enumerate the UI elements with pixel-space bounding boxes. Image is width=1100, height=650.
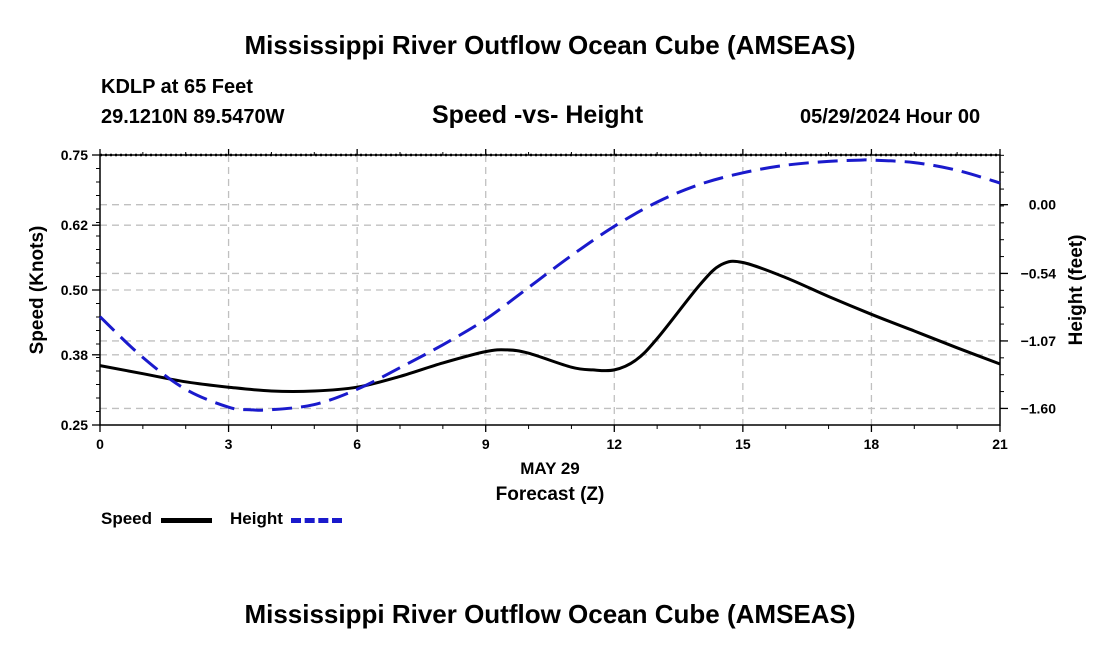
- y-right-tick-label: −1.07: [1021, 333, 1057, 349]
- x-tick-label: 15: [735, 436, 751, 452]
- grid-lines: [100, 153, 1000, 425]
- forecast-datetime: 05/29/2024 Hour 00: [800, 106, 981, 128]
- legend-height-swatch: [291, 518, 342, 523]
- y-axis-left-title: Speed (Knots): [27, 226, 48, 355]
- y-axis-right-title: Height (feet): [1066, 235, 1087, 346]
- x-tick-label: 0: [96, 436, 104, 452]
- y-left-tick-label: 0.75: [61, 147, 88, 163]
- y-left-tick-label: 0.25: [61, 417, 88, 433]
- x-tick-label: 12: [606, 436, 622, 452]
- axis-ticks: [92, 149, 1008, 432]
- y-right-tick-label: −1.60: [1021, 400, 1057, 416]
- legend-height-label: Height: [230, 509, 283, 528]
- y-left-tick-label: 0.38: [61, 347, 88, 363]
- y-left-tick-label: 0.50: [61, 282, 88, 298]
- x-tick-label: 21: [992, 436, 1008, 452]
- speed-series-line: [99, 259, 1001, 393]
- y-right-tick-label: −0.54: [1021, 265, 1057, 281]
- x-tick-label: 9: [482, 436, 490, 452]
- height-series-line: [98, 158, 1001, 412]
- x-tick-label: 6: [353, 436, 361, 452]
- y-right-tick-label: 0.00: [1029, 197, 1056, 213]
- legend-speed-swatch: [161, 518, 212, 523]
- y-left-tick-label: 0.62: [61, 217, 88, 233]
- tick-labels: 0 3 6 9 12 15 18 21 0.25 0.38 0.50 0.62 0.75 −1.60 −1.…: [61, 147, 1056, 452]
- x-axis-title: Forecast (Z): [496, 484, 605, 505]
- coordinates-label: 29.1210N 89.5470W: [101, 106, 285, 128]
- series-lines: [98, 158, 1001, 412]
- x-axis-date-label: MAY 29: [520, 459, 580, 478]
- x-tick-label: 18: [864, 436, 880, 452]
- chart-title-top: Mississippi River Outflow Ocean Cube (AM…: [244, 30, 856, 60]
- chart-subtitle: Speed -vs- Height: [432, 101, 644, 129]
- station-label: KDLP at 65 Feet: [101, 76, 253, 98]
- legend-speed-label: Speed: [101, 509, 153, 528]
- chart-title-bottom: Mississippi River Outflow Ocean Cube (AM…: [244, 599, 856, 629]
- x-tick-label: 3: [225, 436, 233, 452]
